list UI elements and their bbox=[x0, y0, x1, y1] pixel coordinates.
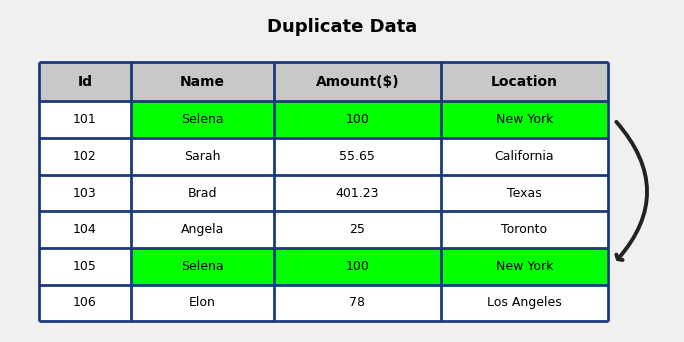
Text: 102: 102 bbox=[73, 150, 96, 163]
Text: 100: 100 bbox=[345, 113, 369, 126]
Bar bbox=[131, 63, 274, 102]
Text: 100: 100 bbox=[345, 260, 369, 273]
Bar bbox=[39, 138, 131, 175]
Bar bbox=[274, 175, 440, 211]
Bar bbox=[39, 63, 131, 102]
Bar bbox=[39, 102, 131, 138]
Text: 106: 106 bbox=[73, 297, 96, 310]
Text: New York: New York bbox=[495, 260, 553, 273]
Bar bbox=[39, 211, 131, 248]
Bar bbox=[440, 285, 607, 321]
Bar bbox=[440, 102, 607, 138]
Bar bbox=[274, 285, 440, 321]
Bar bbox=[274, 102, 440, 138]
Text: 25: 25 bbox=[350, 223, 365, 236]
Text: 105: 105 bbox=[73, 260, 96, 273]
Bar bbox=[274, 138, 440, 175]
Bar bbox=[274, 211, 440, 248]
Text: Toronto: Toronto bbox=[501, 223, 547, 236]
Text: 101: 101 bbox=[73, 113, 96, 126]
Bar bbox=[131, 175, 274, 211]
Text: 401.23: 401.23 bbox=[336, 186, 379, 199]
Bar bbox=[274, 248, 440, 285]
Bar bbox=[440, 248, 607, 285]
Bar bbox=[440, 175, 607, 211]
Bar bbox=[274, 63, 440, 102]
Text: Los Angeles: Los Angeles bbox=[487, 297, 562, 310]
Text: Selena: Selena bbox=[181, 113, 224, 126]
Text: Name: Name bbox=[180, 75, 225, 89]
Bar bbox=[131, 211, 274, 248]
Bar bbox=[440, 63, 607, 102]
Bar bbox=[131, 102, 274, 138]
Bar bbox=[39, 285, 131, 321]
Bar bbox=[39, 175, 131, 211]
Text: New York: New York bbox=[495, 113, 553, 126]
Text: 104: 104 bbox=[73, 223, 96, 236]
Bar bbox=[39, 248, 131, 285]
Text: 103: 103 bbox=[73, 186, 96, 199]
Text: California: California bbox=[495, 150, 554, 163]
Text: Elon: Elon bbox=[189, 297, 215, 310]
Text: Duplicate Data: Duplicate Data bbox=[267, 18, 417, 36]
Text: Angela: Angela bbox=[181, 223, 224, 236]
Bar bbox=[440, 211, 607, 248]
Text: 78: 78 bbox=[350, 297, 365, 310]
Bar bbox=[131, 285, 274, 321]
Bar bbox=[131, 248, 274, 285]
Bar bbox=[440, 138, 607, 175]
Bar bbox=[131, 138, 274, 175]
Text: Id: Id bbox=[77, 75, 92, 89]
Text: Texas: Texas bbox=[507, 186, 542, 199]
Text: Amount($): Amount($) bbox=[315, 75, 399, 89]
Text: Brad: Brad bbox=[187, 186, 217, 199]
Text: Selena: Selena bbox=[181, 260, 224, 273]
Text: 55.65: 55.65 bbox=[339, 150, 376, 163]
Text: Sarah: Sarah bbox=[184, 150, 221, 163]
Text: Location: Location bbox=[490, 75, 557, 89]
